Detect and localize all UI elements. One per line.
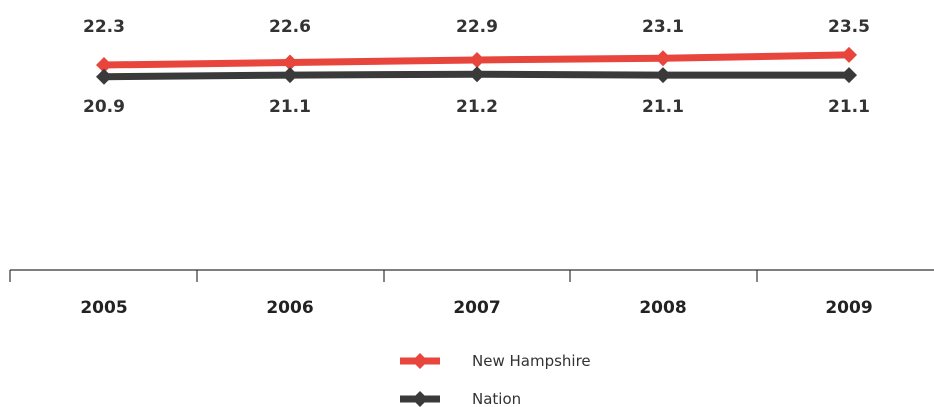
data-point [96,57,112,73]
x-tick-label: 2007 [453,298,500,318]
data-point [841,46,857,63]
data-point [469,66,485,83]
data-point [282,54,298,71]
data-point [469,51,485,68]
x-tick-label: 2005 [80,298,127,318]
data-label: 23.1 [642,17,684,37]
x-tick-label: 2008 [639,298,686,318]
data-label: 22.6 [269,17,311,37]
data-point [655,50,671,67]
data-label: 20.9 [83,97,125,117]
legend-swatch-marker [412,391,428,407]
legend-swatch-marker [412,353,428,369]
data-point [841,67,857,84]
data-label: 23.5 [828,17,870,37]
data-point [655,67,671,84]
data-label: 21.1 [828,97,870,117]
data-label: 21.1 [642,97,684,117]
legend-label: New Hampshire [472,352,591,370]
data-point [96,68,112,85]
x-tick-label: 2006 [266,298,313,318]
data-point [282,67,298,84]
data-label: 22.3 [83,17,125,37]
data-label: 21.1 [269,97,311,117]
x-tick-label: 2009 [825,298,872,318]
data-label: 22.9 [456,17,498,37]
data-label: 21.2 [456,97,498,117]
legend-label: Nation [472,390,521,407]
